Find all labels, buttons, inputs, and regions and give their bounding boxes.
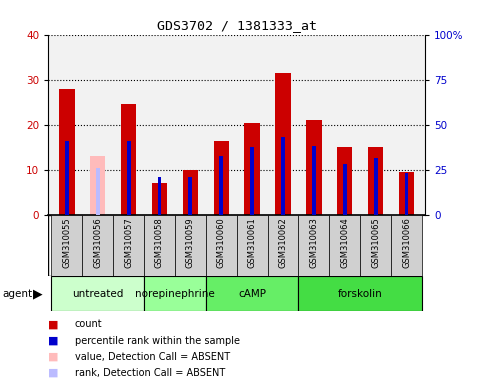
Bar [405,173,409,215]
Text: GSM310060: GSM310060 [217,217,226,268]
Text: ▶: ▶ [33,287,43,300]
Bar [59,89,74,215]
Text: GSM310063: GSM310063 [310,217,318,268]
FancyBboxPatch shape [268,215,298,276]
FancyBboxPatch shape [206,276,298,311]
Text: GSM310064: GSM310064 [340,217,349,268]
FancyBboxPatch shape [113,215,144,276]
Text: GSM310065: GSM310065 [371,217,380,268]
Bar [213,141,229,215]
Text: count: count [75,319,102,329]
Text: GSM310058: GSM310058 [155,217,164,268]
Text: GSM310066: GSM310066 [402,217,411,268]
FancyBboxPatch shape [48,215,419,276]
Bar [250,147,254,215]
FancyBboxPatch shape [82,215,113,276]
Text: rank, Detection Call = ABSENT: rank, Detection Call = ABSENT [75,368,225,378]
FancyBboxPatch shape [298,215,329,276]
Title: GDS3702 / 1381333_at: GDS3702 / 1381333_at [156,19,317,32]
Bar [244,122,260,215]
Text: ■: ■ [48,352,59,362]
Bar [368,147,384,215]
Text: GSM310055: GSM310055 [62,217,71,268]
Text: forskolin: forskolin [338,289,383,299]
Bar [399,172,414,215]
FancyBboxPatch shape [144,215,175,276]
Text: value, Detection Call = ABSENT: value, Detection Call = ABSENT [75,352,230,362]
Text: percentile rank within the sample: percentile rank within the sample [75,336,240,346]
Text: ■: ■ [48,368,59,378]
FancyBboxPatch shape [329,215,360,276]
Text: cAMP: cAMP [238,289,266,299]
Bar [127,141,130,215]
Bar [188,177,192,215]
Bar [343,164,347,215]
FancyBboxPatch shape [51,276,144,311]
FancyBboxPatch shape [391,215,422,276]
Text: ■: ■ [48,336,59,346]
Bar [152,184,167,215]
Text: untreated: untreated [72,289,123,299]
Bar [65,141,69,215]
Bar [157,177,161,215]
Text: GSM310057: GSM310057 [124,217,133,268]
FancyBboxPatch shape [360,215,391,276]
FancyBboxPatch shape [51,215,82,276]
FancyBboxPatch shape [144,276,206,311]
Bar [183,170,198,215]
Bar [281,137,285,215]
Bar [306,120,322,215]
Bar [121,104,136,215]
FancyBboxPatch shape [237,215,268,276]
Bar [312,146,316,215]
Text: GSM310056: GSM310056 [93,217,102,268]
Text: ■: ■ [48,319,59,329]
Text: norepinephrine: norepinephrine [135,289,215,299]
FancyBboxPatch shape [206,215,237,276]
FancyBboxPatch shape [298,276,422,311]
Bar [374,158,378,215]
Bar [219,156,223,215]
Text: GSM310059: GSM310059 [186,217,195,268]
Bar [337,147,353,215]
Text: agent: agent [2,289,32,299]
Bar [96,168,99,215]
Bar [90,156,105,215]
Text: GSM310062: GSM310062 [279,217,287,268]
FancyBboxPatch shape [175,215,206,276]
Bar [275,73,291,215]
Text: GSM310061: GSM310061 [248,217,256,268]
